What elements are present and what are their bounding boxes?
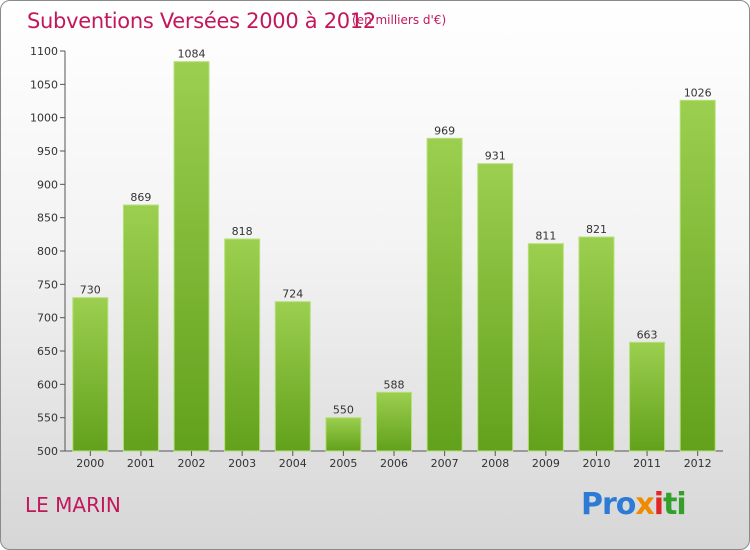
bar bbox=[477, 163, 514, 452]
bar-value-label: 1084 bbox=[178, 48, 206, 61]
bar-value-label: 869 bbox=[130, 191, 151, 204]
y-tick-label: 800 bbox=[37, 245, 58, 258]
chart-title: Subventions Versées 2000 à 2012 bbox=[27, 9, 376, 33]
bar-value-label: 730 bbox=[80, 284, 101, 297]
bar-value-label: 1026 bbox=[684, 86, 712, 99]
x-tick-label: 2011 bbox=[633, 457, 661, 470]
y-tick-label: 950 bbox=[37, 145, 58, 158]
bar bbox=[426, 137, 463, 452]
bar bbox=[325, 417, 362, 452]
proxiti-logo: Proxiti bbox=[581, 487, 687, 522]
bar bbox=[629, 341, 666, 452]
y-tick-label: 900 bbox=[37, 178, 58, 191]
logo-part-2: x bbox=[635, 487, 654, 522]
x-tick-label: 2001 bbox=[127, 457, 155, 470]
chart-subtitle: (en milliers d'€) bbox=[352, 13, 447, 27]
bar-value-label: 969 bbox=[434, 124, 455, 137]
y-tick-label: 550 bbox=[37, 412, 58, 425]
bar bbox=[122, 204, 159, 452]
bar-value-label: 818 bbox=[232, 225, 253, 238]
x-tick-label: 2012 bbox=[684, 457, 712, 470]
y-tick-label: 1050 bbox=[30, 78, 58, 91]
bar-value-label: 588 bbox=[384, 378, 405, 391]
x-tick-label: 2009 bbox=[532, 457, 560, 470]
x-tick-label: 2002 bbox=[178, 457, 206, 470]
bar-value-label: 811 bbox=[535, 230, 556, 243]
x-tick-label: 2006 bbox=[380, 457, 408, 470]
y-tick-label: 850 bbox=[37, 212, 58, 225]
bar bbox=[679, 99, 716, 452]
bar bbox=[274, 301, 311, 452]
bar-value-label: 821 bbox=[586, 223, 607, 236]
logo-part-4: ti bbox=[663, 487, 687, 522]
x-tick-label: 2003 bbox=[228, 457, 256, 470]
bar-value-label: 663 bbox=[637, 328, 658, 341]
bar bbox=[527, 243, 564, 452]
y-tick-label: 700 bbox=[37, 312, 58, 325]
logo-part-3: i bbox=[653, 487, 664, 522]
x-tick-label: 2010 bbox=[582, 457, 610, 470]
x-tick-label: 2007 bbox=[431, 457, 459, 470]
bar-value-label: 931 bbox=[485, 150, 506, 163]
bar bbox=[376, 391, 412, 452]
y-tick-label: 1100 bbox=[30, 45, 58, 58]
bar bbox=[173, 61, 210, 452]
logo-part-1: Pro bbox=[581, 487, 636, 522]
bar-value-label: 724 bbox=[282, 288, 303, 301]
y-tick-label: 750 bbox=[37, 278, 58, 291]
y-tick-label: 1000 bbox=[30, 112, 58, 125]
y-tick-label: 650 bbox=[37, 345, 58, 358]
y-tick-label: 500 bbox=[37, 445, 58, 458]
x-tick-label: 2008 bbox=[481, 457, 509, 470]
bar bbox=[578, 236, 615, 452]
bar-value-label: 550 bbox=[333, 404, 354, 417]
bar bbox=[72, 297, 109, 452]
y-tick-label: 600 bbox=[37, 378, 58, 391]
bar bbox=[224, 238, 261, 452]
x-tick-label: 2004 bbox=[279, 457, 307, 470]
location-label: LE MARIN bbox=[25, 493, 121, 517]
x-tick-label: 2000 bbox=[76, 457, 104, 470]
x-tick-label: 2005 bbox=[329, 457, 357, 470]
